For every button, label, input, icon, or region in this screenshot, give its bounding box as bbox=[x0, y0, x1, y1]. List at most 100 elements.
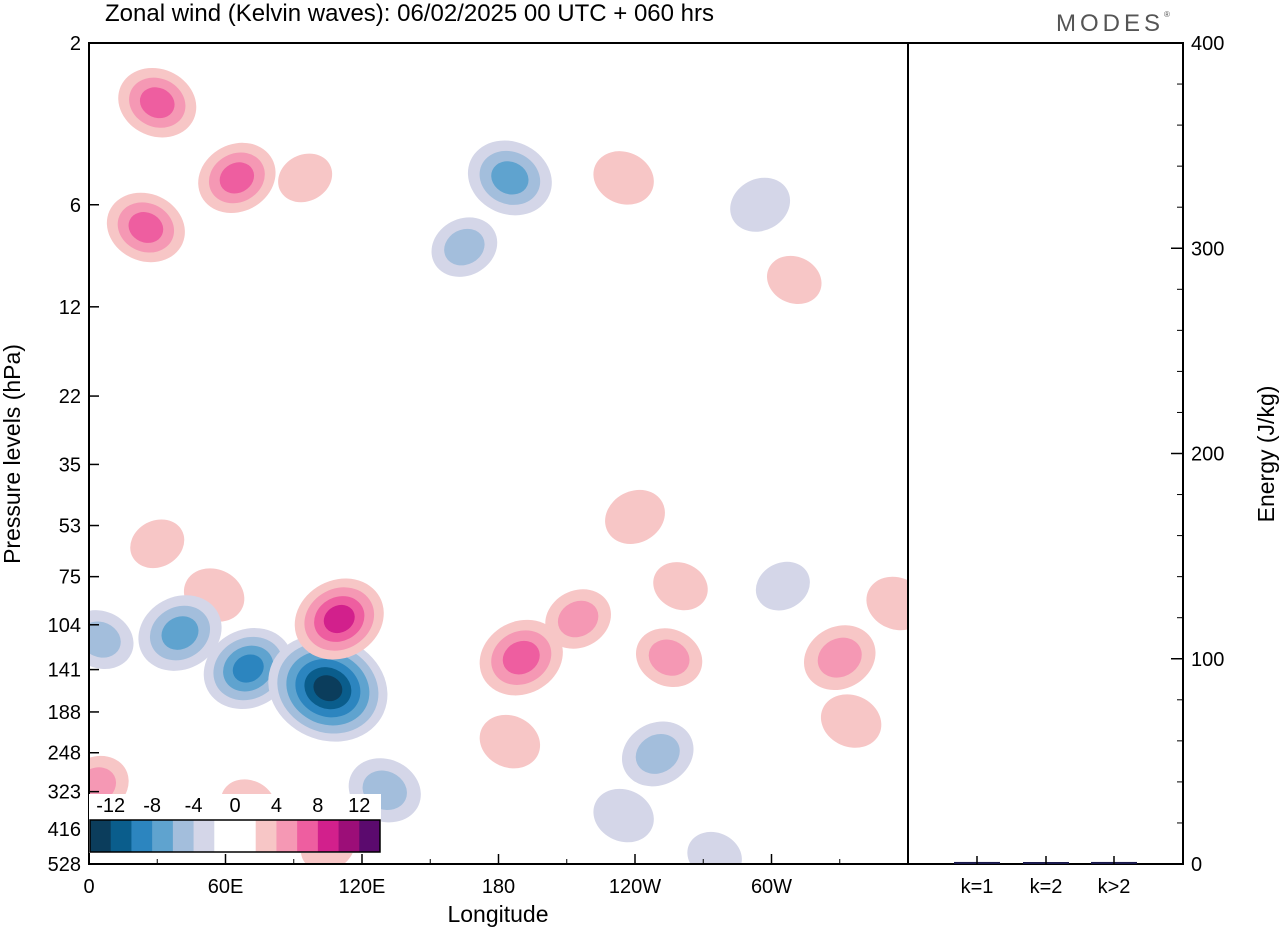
brand-logo: MODES® bbox=[1056, 10, 1170, 37]
x-tick-label: 180 bbox=[482, 876, 515, 898]
y-tick-label: 35 bbox=[59, 454, 81, 476]
colorbar-label: -8 bbox=[143, 795, 161, 817]
y-tick-label: 22 bbox=[59, 386, 81, 408]
contour-level bbox=[648, 639, 690, 676]
y-tick-label: 416 bbox=[48, 819, 81, 841]
field-feature bbox=[138, 595, 222, 671]
field-feature bbox=[866, 576, 908, 631]
contour-level bbox=[278, 153, 333, 203]
field-feature bbox=[593, 788, 654, 843]
contour-level bbox=[323, 604, 355, 634]
x-tick-label: 60W bbox=[751, 876, 792, 898]
y-axis-title: Pressure levels (hPa) bbox=[0, 344, 25, 564]
field-feature bbox=[479, 619, 563, 696]
contour-level bbox=[219, 162, 255, 194]
field-feature bbox=[278, 153, 333, 203]
energy-category-label: k=1 bbox=[961, 876, 994, 898]
colorbar-swatch bbox=[359, 820, 381, 852]
colorbar-swatch bbox=[90, 820, 112, 852]
contour-level bbox=[730, 177, 791, 232]
colorbar-swatch bbox=[338, 820, 360, 852]
contour-level bbox=[444, 228, 485, 266]
colorbar-swatch bbox=[193, 820, 215, 852]
colorbar-swatch bbox=[255, 820, 277, 852]
colorbar-swatch bbox=[214, 820, 236, 852]
contour-level bbox=[502, 640, 540, 675]
chart-title: Zonal wind (Kelvin waves): 06/02/2025 00… bbox=[105, 0, 714, 27]
field-feature bbox=[820, 694, 882, 748]
energy-tick-label: 400 bbox=[1191, 33, 1224, 55]
colorbar-label: 12 bbox=[348, 795, 370, 817]
energy-tick-label: 200 bbox=[1191, 444, 1224, 466]
field-feature bbox=[467, 140, 552, 216]
contour-level bbox=[557, 600, 599, 638]
y-tick-label: 104 bbox=[48, 615, 81, 637]
field-feature bbox=[803, 625, 876, 691]
field-feature bbox=[118, 67, 197, 138]
y-tick-label: 2 bbox=[70, 33, 81, 55]
contour-level bbox=[766, 255, 822, 305]
colorbar-swatch bbox=[110, 820, 132, 852]
colorbar: -12 -8 -4 0 4 8 12 bbox=[89, 794, 381, 853]
colorbar-swatch bbox=[317, 820, 340, 852]
field-feature bbox=[635, 628, 703, 688]
energy-panel: 0 100 200 300 400 k=1 k=2 k>2 bbox=[907, 33, 1224, 898]
field-feature bbox=[198, 142, 276, 214]
colorbar-label: 4 bbox=[271, 795, 282, 817]
contour-level bbox=[130, 519, 185, 569]
y-tick-label: 141 bbox=[48, 660, 81, 682]
field-feature bbox=[653, 562, 708, 611]
contour-level bbox=[593, 788, 654, 843]
y-tick-label: 323 bbox=[48, 782, 81, 804]
field-feature bbox=[621, 721, 694, 787]
energy-tick-label: 300 bbox=[1191, 238, 1224, 260]
energy-category-label: k=2 bbox=[1030, 876, 1063, 898]
field-feature bbox=[593, 151, 654, 205]
contour-level bbox=[161, 616, 199, 650]
colorbar-label: -12 bbox=[96, 795, 125, 817]
colorbar-swatch bbox=[235, 820, 257, 852]
x-tick-label: 0 bbox=[83, 876, 94, 898]
energy-axis-title: Energy (J/kg) bbox=[1253, 386, 1279, 523]
field-feature bbox=[545, 589, 611, 649]
contour-level bbox=[313, 675, 343, 702]
field-feature bbox=[268, 634, 388, 742]
field-feature bbox=[106, 192, 185, 263]
x-tick-label: 60E bbox=[208, 876, 244, 898]
field-feature bbox=[130, 519, 185, 569]
contour-level bbox=[232, 654, 264, 683]
x-axis-title: Longitude bbox=[447, 901, 548, 927]
contour-level bbox=[755, 561, 810, 611]
field-feature bbox=[755, 561, 810, 611]
y-tick-label: 528 bbox=[48, 854, 81, 876]
contour-level bbox=[479, 714, 541, 769]
wind-field bbox=[89, 67, 908, 864]
contour-level bbox=[491, 161, 529, 195]
y-tick-label: 75 bbox=[59, 567, 81, 589]
energy-tick-label: 100 bbox=[1191, 649, 1224, 671]
y-tick-label: 53 bbox=[59, 516, 81, 538]
colorbar-label: -4 bbox=[185, 795, 203, 817]
contour-level bbox=[817, 637, 862, 678]
y-tick-label: 12 bbox=[59, 297, 81, 319]
colorbar-swatch bbox=[131, 820, 153, 852]
field-feature bbox=[730, 177, 791, 232]
field-feature bbox=[766, 255, 822, 305]
field-feature bbox=[431, 217, 498, 277]
x-tick-label: 120W bbox=[609, 876, 661, 898]
field-feature bbox=[605, 489, 665, 544]
energy-frame bbox=[907, 42, 1184, 865]
contour-level bbox=[866, 576, 908, 631]
field-feature bbox=[203, 628, 293, 710]
field-feature bbox=[687, 831, 742, 864]
contour-level bbox=[605, 489, 665, 544]
contour-level bbox=[139, 87, 175, 119]
colorbar-frame bbox=[89, 819, 381, 853]
colorbar-swatch bbox=[172, 820, 195, 852]
contour-level bbox=[820, 694, 882, 748]
energy-category-label: k>2 bbox=[1098, 876, 1131, 898]
contour-level bbox=[653, 562, 708, 611]
colorbar-label: 0 bbox=[229, 795, 240, 817]
